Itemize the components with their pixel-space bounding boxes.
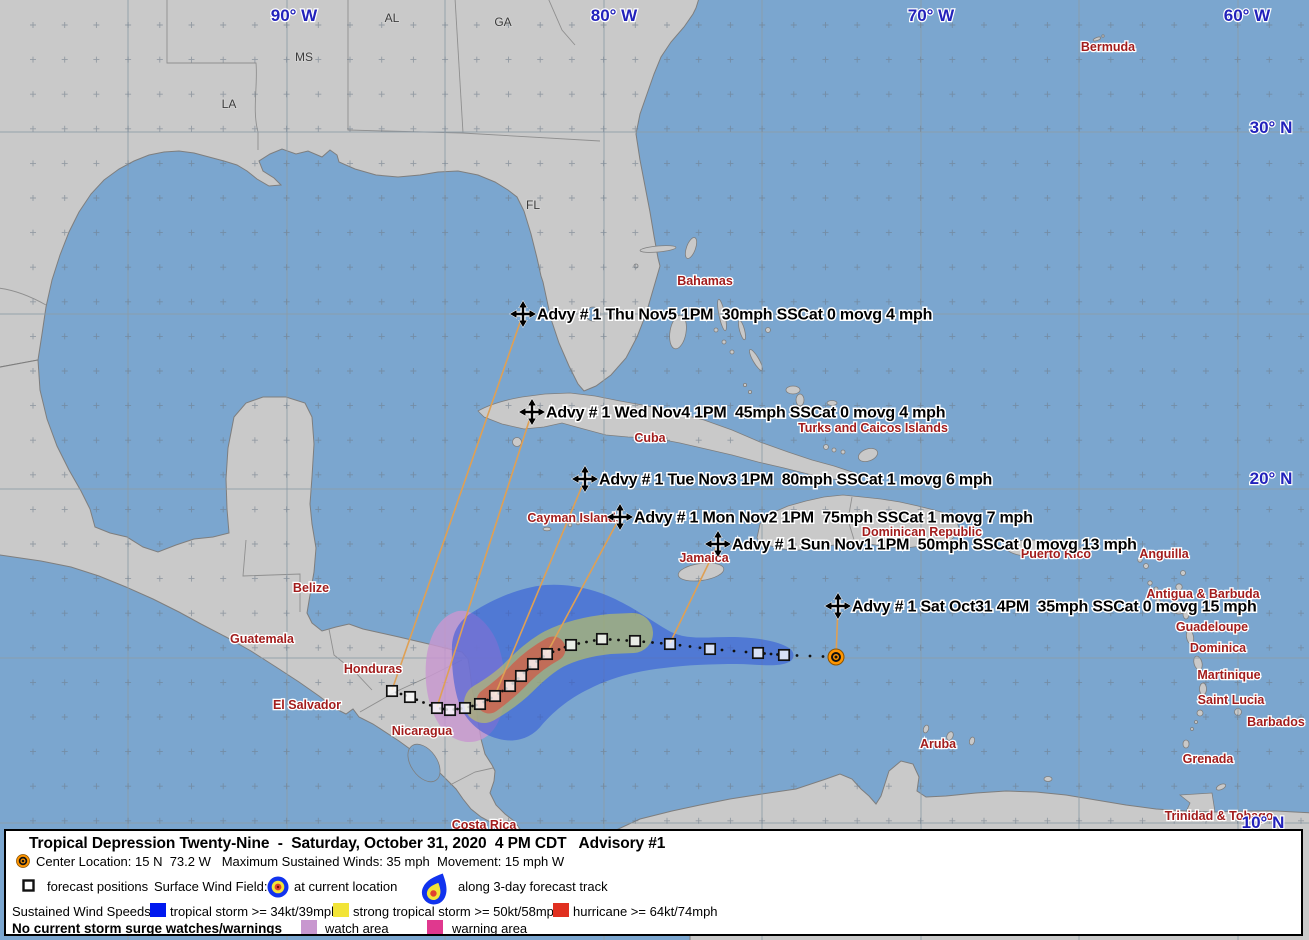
bermuda-island bbox=[1092, 34, 1105, 42]
isla-de-la-juventud bbox=[512, 437, 522, 447]
abc-islands bbox=[922, 724, 1053, 782]
state-label: GA bbox=[494, 15, 511, 29]
country-label: Guatemala bbox=[230, 632, 295, 646]
forecast-position-icon bbox=[22, 879, 35, 892]
advisory-cross-icon bbox=[518, 398, 546, 426]
tropical-storm-color-swatch bbox=[150, 903, 166, 917]
jamaica-island bbox=[677, 562, 725, 582]
us-gulf-coast-land bbox=[0, 0, 699, 392]
storm-title: Tropical Depression Twenty-Nine - Saturd… bbox=[29, 835, 666, 852]
country-label: Anguilla bbox=[1139, 547, 1189, 561]
country-label: Bahamas bbox=[677, 274, 733, 288]
advisory-leader-lines bbox=[391, 313, 839, 708]
country-label: Barbados bbox=[1247, 715, 1305, 729]
country-label: Honduras bbox=[344, 662, 402, 676]
along-track-label: along 3-day forecast track bbox=[458, 879, 608, 894]
advisory-cross-icon bbox=[824, 592, 852, 620]
country-label: Dominica bbox=[1190, 641, 1247, 655]
graticule-label: 60° W bbox=[1224, 6, 1271, 25]
warning-area-color-swatch bbox=[427, 920, 443, 934]
bahamas-islands bbox=[633, 237, 879, 462]
country-label: El Salvador bbox=[273, 698, 341, 712]
cuba-island bbox=[477, 392, 861, 482]
advisory-label: Advy # 1 Wed Nov4 1PM 45mph SSCat 0 movg… bbox=[546, 405, 945, 422]
graticule-label: 10° N bbox=[1242, 813, 1285, 832]
tropical-storm-label: tropical storm >= 34kt/39mph bbox=[170, 904, 339, 919]
strong-tropical-storm-color-swatch bbox=[333, 903, 349, 917]
state-label: LA bbox=[222, 97, 237, 111]
storm-info-bar: Tropical Depression Twenty-Nine - Saturd… bbox=[4, 829, 1303, 936]
state-label: FL bbox=[526, 198, 540, 212]
advisory-cross-icon bbox=[571, 465, 599, 493]
center-location-text: Center Location: 15 N 73.2 W Maximum Sus… bbox=[36, 854, 565, 869]
advisory-label: Advy # 1 Thu Nov5 1PM 30mph SSCat 0 movg… bbox=[537, 307, 932, 324]
tropical-storm-wind-swath bbox=[451, 584, 794, 741]
lesser-antilles-islands bbox=[1059, 544, 1242, 817]
degree-tick-marks bbox=[30, 22, 1304, 824]
country-label: Antigua & Barbuda bbox=[1146, 587, 1260, 601]
strong-tropical-storm-label: strong tropical storm >= 50kt/58mph bbox=[353, 904, 562, 919]
country-label: Grenada bbox=[1183, 752, 1235, 766]
at-current-location-label: at current location bbox=[294, 879, 398, 894]
country-label: Saint Lucia bbox=[1198, 693, 1266, 707]
watch-area-label: watch area bbox=[325, 921, 389, 936]
country-label: Cayman Islands bbox=[527, 511, 622, 525]
sustained-wind-speeds-label: Sustained Wind Speeds: bbox=[12, 904, 155, 919]
forecast-positions-label: forecast positions bbox=[47, 879, 149, 894]
map-text-labels: Bermuda Bahamas Cuba Turks and Caicos Islan… bbox=[221, 5, 1306, 834]
advisory-cross-icon bbox=[606, 503, 634, 531]
graticule-label: 80° W bbox=[591, 6, 638, 25]
country-label: Guadeloupe bbox=[1176, 620, 1248, 634]
center-location-icon bbox=[16, 854, 30, 868]
warning-area-label: warning area bbox=[452, 921, 528, 936]
country-label: Dominican Republic bbox=[862, 525, 982, 539]
wind-field-current-location-icon bbox=[267, 876, 289, 898]
advisory-label: Advy # 1 Sat Oct31 4PM 35mph SSCat 0 mov… bbox=[852, 599, 1257, 616]
forecast-track bbox=[385, 632, 845, 717]
state-label: AL bbox=[385, 11, 400, 25]
wind-field-along-track-icon bbox=[421, 873, 447, 905]
country-label: Turks and Caicos Islands bbox=[798, 421, 948, 435]
country-label: Trinidad & Tobago bbox=[1165, 809, 1274, 823]
advisory-label: Advy # 1 Mon Nov2 1PM 75mph SSCat 1 movg… bbox=[634, 510, 1033, 527]
country-label: Bermuda bbox=[1081, 40, 1136, 54]
country-label: Nicaragua bbox=[392, 724, 453, 738]
no-surge-label: No current storm surge watches/warnings bbox=[12, 921, 283, 936]
advisory-cross-icon bbox=[509, 300, 537, 328]
country-label: Martinique bbox=[1197, 668, 1260, 682]
graticule-label: 30° N bbox=[1250, 118, 1293, 137]
hispaniola-island bbox=[756, 494, 961, 551]
country-label: Cuba bbox=[634, 431, 666, 445]
watch-area-color-swatch bbox=[301, 920, 317, 934]
country-label: Aruba bbox=[920, 737, 957, 751]
graticule-label: 20° N bbox=[1250, 469, 1293, 488]
hurricane-color-swatch bbox=[553, 903, 569, 917]
graticule-label: 90° W bbox=[271, 6, 318, 25]
graticule-label: 70° W bbox=[908, 6, 955, 25]
cayman-islands bbox=[542, 520, 581, 532]
surface-wind-field-label: Surface Wind Field: bbox=[154, 879, 268, 894]
advisory-label: Advy # 1 Tue Nov3 1PM 80mph SSCat 1 movg… bbox=[599, 472, 992, 489]
country-label: Belize bbox=[293, 581, 329, 595]
country-label: Puerto Rico bbox=[1021, 547, 1092, 561]
advisory-cross-icon bbox=[704, 530, 732, 558]
country-label: Jamaica bbox=[679, 551, 729, 565]
state-label: MS bbox=[295, 50, 313, 64]
hurricane-label: hurricane >= 64kt/74mph bbox=[573, 904, 718, 919]
lake-nicaragua bbox=[407, 743, 441, 783]
advisory-label: Advy # 1 Sun Nov1 1PM 50mph SSCat 0 movg… bbox=[732, 537, 1137, 554]
